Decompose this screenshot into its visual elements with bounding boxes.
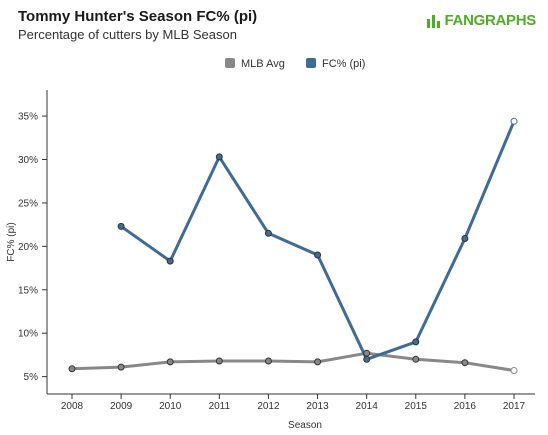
series-line-fc-pi [119, 119, 516, 361]
x-tick-label: 2013 [306, 401, 329, 412]
data-point-mlb-avg[interactable] [461, 359, 469, 367]
x-tick-label: 2017 [503, 401, 526, 412]
series-line-mlb-avg [70, 351, 516, 372]
data-point-mlb-avg[interactable] [510, 367, 518, 374]
data-point-fc-pi[interactable] [461, 235, 469, 242]
y-tick-label: 25% [18, 198, 38, 209]
legend-item-mlb-avg[interactable]: MLB Avg [225, 58, 285, 70]
y-tick-label: 30% [18, 155, 38, 166]
x-axis-title: Season [288, 420, 322, 431]
legend: MLB Avg FC% (pi) [225, 58, 365, 70]
data-point-mlb-avg[interactable] [166, 358, 174, 366]
x-axis-ticks: 2008 2009 2010 2011 2012 2013 2014 2015 2016 2017 [61, 394, 526, 412]
y-tick-label: 5% [24, 372, 39, 383]
x-tick-label: 2008 [61, 401, 84, 412]
data-point-fc-pi[interactable] [215, 153, 223, 161]
chart-subtitle: Percentage of cutters by MLB Season [18, 27, 237, 42]
x-tick-label: 2010 [159, 401, 182, 412]
data-point-fc-pi[interactable] [166, 257, 174, 265]
legend-swatch-fc-pi [306, 58, 316, 68]
data-point-mlb-avg[interactable] [215, 357, 223, 365]
data-point-fc-pi[interactable] [264, 229, 272, 237]
y-tick-label: 35% [18, 112, 38, 123]
y-tick-label: 15% [18, 285, 38, 296]
y-axis-ticks: 5% 10% 15% 20% 25% 30% 35% [18, 112, 47, 383]
y-tick-label: 10% [18, 329, 38, 340]
x-tick-label: 2012 [257, 401, 280, 412]
legend-label-fc-pi: FC% (pi) [322, 58, 365, 70]
brand-name: FANGRAPHS [444, 12, 537, 29]
data-point-mlb-avg[interactable] [363, 349, 371, 357]
legend-item-fc-pi[interactable]: FC% (pi) [306, 58, 365, 70]
x-tick-label: 2011 [209, 401, 231, 412]
data-point-mlb-avg[interactable] [314, 358, 322, 366]
legend-label-mlb-avg: MLB Avg [241, 58, 285, 70]
data-point-fc-pi[interactable] [412, 338, 420, 346]
brand-logo[interactable]: FANGRAPHS [426, 12, 536, 29]
chart-title: Tommy Hunter's Season FC% (pi) [18, 8, 258, 25]
data-point-mlb-avg[interactable] [117, 363, 125, 371]
data-point-fc-pi[interactable] [510, 117, 518, 125]
x-tick-label: 2015 [405, 401, 428, 412]
data-point-mlb-avg[interactable] [412, 355, 420, 363]
y-tick-label: 20% [18, 242, 38, 253]
fangraphs-logo-icon [426, 14, 440, 28]
data-point-mlb-avg[interactable] [264, 357, 272, 365]
legend-swatch-mlb-avg [225, 58, 235, 68]
data-point-mlb-avg[interactable] [68, 365, 76, 373]
data-point-fc-pi[interactable] [314, 251, 322, 259]
series-layer [68, 117, 518, 374]
x-tick-label: 2009 [110, 401, 133, 412]
data-point-fc-pi[interactable] [363, 355, 371, 363]
data-point-fc-pi[interactable] [117, 222, 125, 230]
x-tick-label: 2014 [356, 401, 379, 412]
y-axis-title: FC% (pi) [6, 222, 17, 261]
x-tick-label: 2016 [454, 401, 477, 412]
